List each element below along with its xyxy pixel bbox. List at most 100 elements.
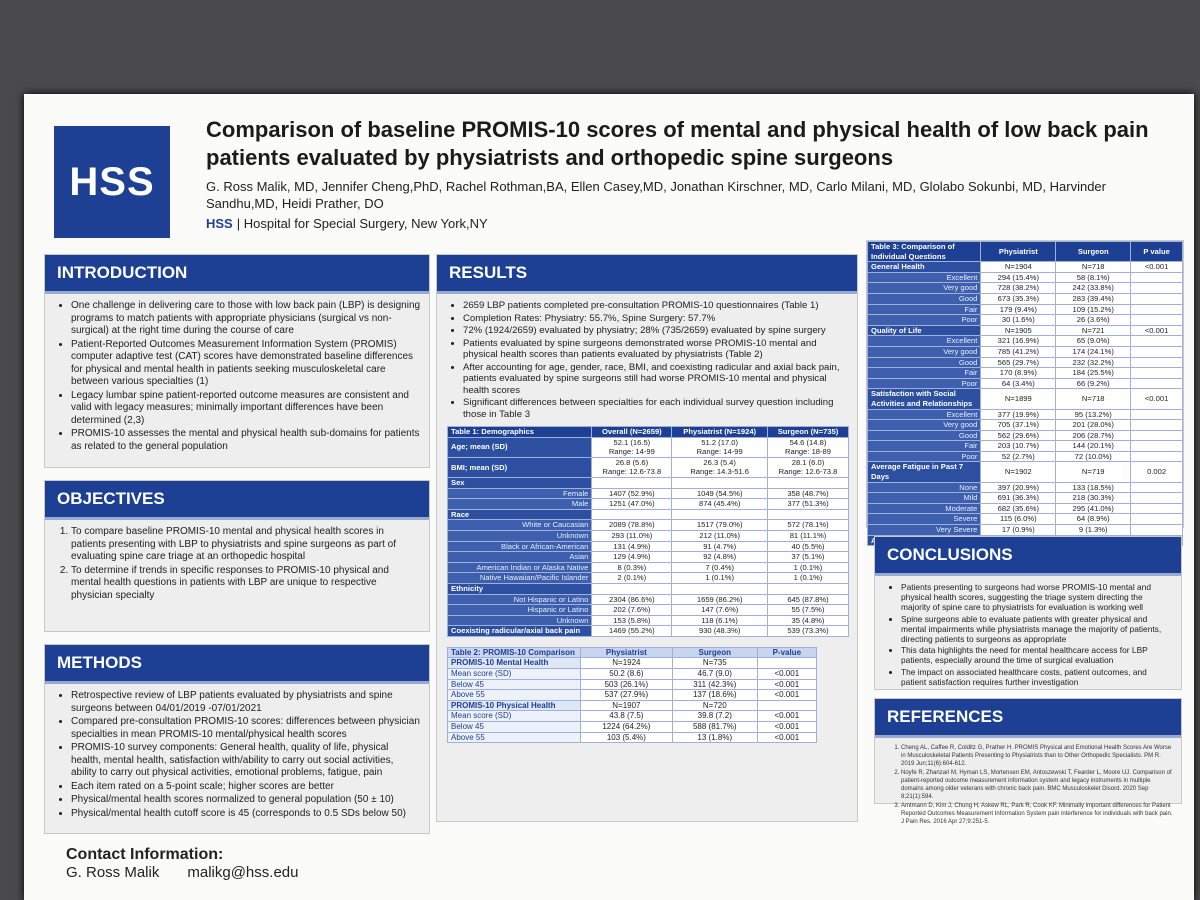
table-cell: <0.001 <box>1130 324 1183 337</box>
cell-line: 26.3 (5.4) <box>703 457 736 467</box>
table-row: Poor 30 (1.6%) 26 (3.6%) <box>866 314 1183 326</box>
header-cell: Physiatrist <box>579 646 673 659</box>
table-cell: 203 (10.7%) <box>980 440 1057 452</box>
group-row: Coexisting radicular/axial back pain 1469… <box>446 625 849 637</box>
table-cell: N=718 <box>1055 388 1132 410</box>
empty-cell <box>1130 492 1183 504</box>
group-row: General Health N=1904 N=718 <0.001 <box>866 261 1183 273</box>
table-row: Fair 170 (8.9%) 184 (25.5%) <box>866 367 1183 379</box>
cell-line: Range: 12.6-73.8 <box>778 467 838 477</box>
table-cell: 43.8 (7.5) <box>579 710 673 723</box>
table-cell: 13 (1.8%) <box>671 731 758 744</box>
table-cell: 673 (35.3%) <box>980 292 1057 305</box>
table-cell: <0.001 <box>1130 388 1183 410</box>
table-cell: Very good <box>866 345 982 358</box>
group-row: Age; mean (SD) 52.1 (16.5) Range: 14-99 51.… <box>446 436 849 458</box>
table-cell: 503 (26.1%) <box>579 678 673 691</box>
empty-cell <box>1130 419 1183 431</box>
table-cell: 1 (0.1%) <box>671 572 768 584</box>
table-cell: 81 (11.1%) <box>767 529 849 542</box>
results-panel: RESULTS 2659 LBP patients completed pre-… <box>436 254 858 822</box>
table-cell: N=1904 <box>980 261 1057 273</box>
table-cell: 565 (29.7%) <box>980 356 1057 369</box>
table-cell: 9 (1.3%) <box>1055 524 1132 536</box>
authors: G. Ross Malik, MD, Jennifer Cheng,PhD, R… <box>206 179 1106 211</box>
table-cell: 28.1 (6.0) Range: 12.6-73.8 <box>767 456 849 478</box>
table-cell: Fair <box>866 440 982 452</box>
table-row: Poor 52 (2.7%) 72 (10.0%) <box>866 450 1183 463</box>
table-row: Excellent 377 (19.9%) 95 (13.2%) <box>866 408 1183 421</box>
table-cell: 1517 (79.0%) <box>671 519 768 531</box>
section-heading: OBJECTIVES <box>45 481 429 520</box>
empty-cell <box>1130 502 1183 515</box>
table-cell: 1224 (64.2%) <box>579 721 673 733</box>
affiliation: HSS | Hospital for Special Surgery, New Y… <box>206 216 488 231</box>
empty-cell <box>1130 429 1183 442</box>
table-row: Below 45 503 (26.1%) 311 (42.3%) <0.001 <box>447 678 818 691</box>
table-row: Above 55 537 (27.9%) 137 (18.6%) <0.001 <box>447 689 818 701</box>
group-label: BMI; mean (SD) <box>446 456 593 478</box>
table-cell: <0.001 <box>1130 261 1183 273</box>
table-cell: <0.001 <box>756 678 818 691</box>
table-cell: 397 (20.9%) <box>980 481 1057 494</box>
section-heading: CONCLUSIONS <box>875 537 1181 576</box>
table-cell: 37 (5.1%) <box>767 551 849 563</box>
table-cell: 30 (1.6%) <box>980 314 1057 326</box>
empty-cell <box>671 508 768 521</box>
table-cell: <0.001 <box>756 731 818 744</box>
table-cell: 1659 (86.2%) <box>671 593 768 606</box>
table-cell: 7 (0.4%) <box>671 561 768 574</box>
list-item: PROMIS-10 survey components: General hea… <box>71 742 421 780</box>
empty-cell <box>1130 335 1183 347</box>
empty-cell <box>1130 513 1183 526</box>
table-row: Female 1407 (52.9%) 1049 (54.5%) 358 (48.7%… <box>446 487 849 500</box>
table-row: American Indian or Alaska Native 8 (0.3%)… <box>446 561 849 574</box>
table-cell: Above 55 <box>447 689 581 701</box>
empty-cell <box>756 699 818 712</box>
table-cell: 64 (8.9%) <box>1055 513 1132 526</box>
header-cell: Physiatrist (N=1924) <box>671 426 768 438</box>
cell-line: 26.8 (5.6) <box>615 457 649 467</box>
table-row: Fair 179 (9.4%) 109 (15.2%) <box>866 303 1183 316</box>
table-cell: 283 (39.4%) <box>1055 292 1132 305</box>
group-row: BMI; mean (SD) 26.8 (5.6) Range: 12.6-73.8… <box>446 456 849 478</box>
methods-panel: METHODS Retrospective review of LBP pati… <box>44 644 430 834</box>
empty-cell <box>1130 440 1183 452</box>
table-cell: 58 (8.1%) <box>1055 271 1132 284</box>
list-item: Patient-Reported Outcomes Measurement In… <box>71 339 421 389</box>
header-cell: Surgeon <box>1055 240 1132 263</box>
list-item: Spine surgeons able to evaluate patients… <box>901 614 1173 645</box>
group-label: Average Fatigue in Past 7 Days <box>866 461 982 483</box>
table-cell: 212 (11.0%) <box>671 529 768 542</box>
table-cell: <0.001 <box>756 668 818 680</box>
table-cell: 645 (87.8%) <box>767 593 849 606</box>
list-item: Patients evaluated by spine surgeons dem… <box>463 338 849 361</box>
empty-cell <box>1130 377 1183 390</box>
table-cell: 39.8 (7.2) <box>671 710 758 723</box>
header-cell: Table 3: Comparison of Individual Questi… <box>866 240 982 263</box>
table-cell: 691 (36.3%) <box>980 492 1057 504</box>
list-item: One challenge in delivering care to thos… <box>71 300 421 338</box>
empty-cell <box>1130 292 1183 305</box>
table-row: Not Hispanic or Latino 2304 (86.6%) 1659 (… <box>446 593 849 606</box>
empty-cell <box>756 657 818 670</box>
header-cell: Physiatrist <box>980 240 1057 263</box>
numbered-list: To compare baseline PROMIS-10 mental and… <box>45 526 421 602</box>
section-heading: RESULTS <box>437 255 857 294</box>
group-row: Satisfaction with Social Activities and … <box>866 388 1183 410</box>
list-item: Noyfe R, Zhanzari M, Hyman LS, Mortensen… <box>901 769 1173 801</box>
list-item: Retrospective review of LBP patients eva… <box>71 690 421 715</box>
table-cell: 92 (4.8%) <box>671 551 768 563</box>
table-cell: N=721 <box>1055 324 1132 337</box>
table-cell: Female <box>446 487 593 500</box>
cell-line: 54.6 (14.8) <box>789 437 827 447</box>
table-cell: 95 (13.2%) <box>1055 408 1132 421</box>
list-item: To determine if trends in specific respo… <box>71 565 421 603</box>
table-row: Mild 691 (36.3%) 218 (30.3%) <box>866 492 1183 504</box>
table-cell: 293 (11.0%) <box>591 529 673 542</box>
table-cell: None <box>866 481 982 494</box>
empty-cell <box>1130 356 1183 369</box>
table-cell: 179 (9.4%) <box>980 303 1057 316</box>
group-label: General Health <box>866 261 982 273</box>
group-label: Age; mean (SD) <box>446 436 593 458</box>
